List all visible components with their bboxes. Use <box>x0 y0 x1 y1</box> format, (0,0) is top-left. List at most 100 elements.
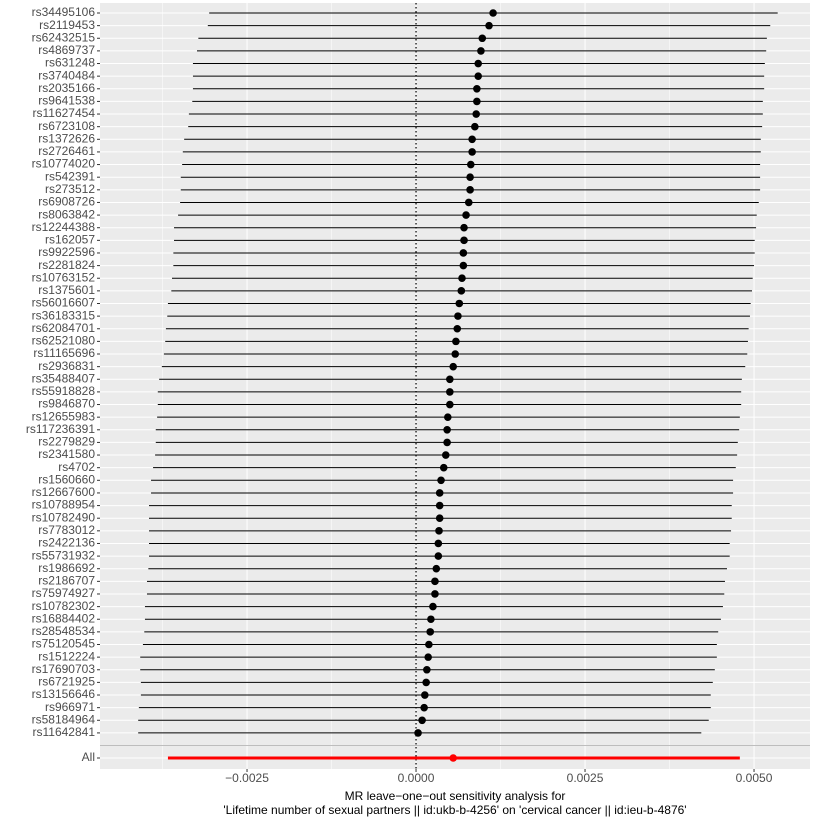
y-tick-label: rs542391 <box>45 169 95 183</box>
point <box>431 577 439 586</box>
point <box>468 148 476 156</box>
y-tick-label: rs2119453 <box>39 18 95 32</box>
y-tick-label: rs10774020 <box>32 157 96 171</box>
point <box>449 362 458 371</box>
y-tick-label: rs56016607 <box>32 296 96 310</box>
y-tick-label: rs11642841 <box>33 725 96 739</box>
point <box>422 678 430 687</box>
point <box>423 665 431 674</box>
y-tick-label: rs2035166 <box>38 81 95 95</box>
y-tick-label: rs2422136 <box>38 536 95 550</box>
y-tick-label: rs11165696 <box>33 346 95 360</box>
y-tick-label: rs35488407 <box>32 371 96 385</box>
point <box>421 691 429 699</box>
point <box>434 539 443 548</box>
point <box>435 489 444 497</box>
y-tick-label: rs16884402 <box>32 611 96 625</box>
y-tick-label: rs62432515 <box>32 30 96 44</box>
y-tick-label: rs9922596 <box>38 245 95 259</box>
y-tick-label: rs631248 <box>45 56 95 70</box>
point <box>485 21 493 30</box>
point <box>471 122 479 131</box>
y-tick-label: rs12667600 <box>32 485 96 499</box>
y-tick-label: rs117236391 <box>26 422 95 436</box>
point <box>478 34 487 43</box>
y-tick-label: rs75974927 <box>32 586 96 600</box>
point <box>477 47 485 55</box>
x-tick-label: −0.0025 <box>225 771 269 785</box>
y-tick-label: rs6721925 <box>38 675 95 689</box>
y-tick-label: rs13156646 <box>32 687 96 701</box>
point <box>414 729 422 737</box>
point <box>472 110 480 118</box>
point <box>460 223 468 232</box>
y-tick-label: rs28548534 <box>32 624 96 638</box>
y-tick-label: rs2186707 <box>38 574 95 588</box>
y-tick-label: rs10782302 <box>32 599 96 613</box>
point <box>466 173 474 181</box>
point <box>458 274 466 283</box>
y-tick-label: rs3740484 <box>38 68 95 82</box>
point <box>435 527 443 535</box>
point <box>427 615 435 624</box>
point <box>459 261 468 270</box>
y-tick-label: rs55918828 <box>32 384 96 398</box>
y-tick-label: rs1512224 <box>38 649 95 663</box>
y-tick-label: rs17690703 <box>32 662 96 676</box>
point <box>468 135 476 144</box>
point <box>426 628 435 636</box>
point <box>443 425 451 434</box>
y-tick-label: rs6908726 <box>38 195 95 209</box>
point <box>489 9 497 17</box>
point <box>418 716 426 725</box>
y-tick-label: rs11627454 <box>33 106 96 120</box>
x-tick-label: 0.0025 <box>567 771 604 785</box>
y-tick-label: rs55731932 <box>32 548 96 562</box>
y-tick-label: rs1986692 <box>38 561 95 575</box>
y-tick-label: rs6723108 <box>38 119 95 133</box>
x-axis-title: MR leave−one−out sensitivity analysis fo… <box>345 789 566 803</box>
y-tick-label: rs2726461 <box>38 144 95 158</box>
point <box>466 186 474 194</box>
y-tick-label: rs1560660 <box>38 472 95 486</box>
point <box>446 400 454 409</box>
point <box>420 703 428 712</box>
point <box>432 564 441 573</box>
point <box>462 211 470 219</box>
y-tick-label: rs1375601 <box>38 283 95 297</box>
x-tick-label: 0.0050 <box>736 771 773 785</box>
y-tick-label: rs966971 <box>45 700 95 714</box>
point <box>444 413 452 421</box>
point <box>424 653 432 661</box>
y-tick-label: rs36183315 <box>32 308 96 322</box>
point <box>451 350 460 358</box>
y-tick-label: rs62521080 <box>32 334 96 348</box>
point <box>429 602 437 611</box>
point <box>446 388 454 396</box>
y-tick-label: rs8063842 <box>38 207 95 221</box>
point <box>474 59 483 68</box>
point <box>435 501 444 510</box>
y-tick-label: rs4702 <box>58 460 95 474</box>
y-tick-label: All <box>82 750 95 764</box>
y-tick-label: rs2279829 <box>38 435 95 449</box>
point <box>431 590 439 598</box>
y-tick-label: rs9846870 <box>38 397 95 411</box>
point <box>441 451 450 459</box>
point <box>466 160 475 169</box>
y-tick-label: rs7783012 <box>38 523 95 537</box>
y-tick-label: rs2341580 <box>38 447 95 461</box>
y-tick-label: rs62084701 <box>32 321 96 335</box>
point <box>435 514 444 522</box>
point <box>434 552 443 560</box>
point <box>473 97 481 106</box>
point <box>473 84 481 93</box>
point <box>474 72 483 80</box>
y-tick-label: rs10763152 <box>32 270 96 284</box>
y-tick-label: rs2936831 <box>38 359 95 373</box>
y-tick-label: rs273512 <box>45 182 95 196</box>
y-tick-label: rs10788954 <box>32 498 96 512</box>
point <box>425 640 433 649</box>
x-axis-title: 'Lifetime number of sexual partners || i… <box>223 803 686 817</box>
